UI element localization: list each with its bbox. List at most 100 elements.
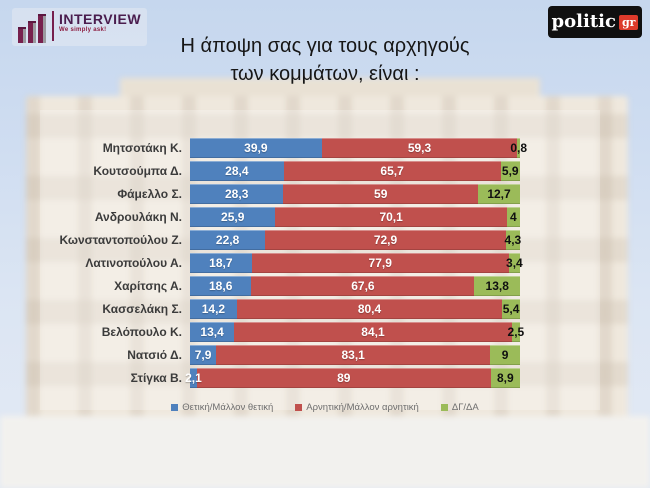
value-label: 4,3	[504, 233, 522, 247]
value-label: 65,7	[380, 164, 404, 178]
value-label: 3,4	[506, 256, 523, 270]
stacked-bar-chart: Μητσοτάκη Κ. 39,9 59,3 0,8 Κουτσούμπα Δ. 28,4…	[0, 138, 650, 391]
bar-segment: 70,1	[275, 207, 507, 227]
bar-segment: 89	[196, 368, 491, 388]
bar-track: 25,9 70,1 4	[190, 207, 520, 227]
plaza	[0, 416, 650, 488]
bar-row: Ανδρουλάκη Ν. 25,9 70,1 4	[0, 207, 650, 227]
category-label: Μητσοτάκη Κ.	[102, 141, 182, 155]
bar-track: 18,6 67,6 13,8	[190, 276, 520, 296]
bar-row: Λατινοπούλου Α. 18,7 77,9 3,4	[0, 253, 650, 273]
value-label: 83,1	[341, 348, 365, 362]
bar-segment: 18,6	[190, 276, 252, 296]
category-label: Χαρίτσης Α.	[114, 279, 182, 293]
category-label: Φάμελλο Σ.	[117, 187, 182, 201]
bar-track: 28,3 59 12,7	[190, 184, 520, 204]
value-label: 13,8	[485, 279, 509, 293]
bar-segment: 72,9	[265, 230, 506, 250]
value-label: 5,9	[501, 164, 519, 178]
value-label: 80,4	[357, 302, 382, 316]
bar-segment: 2,5	[508, 322, 524, 342]
category-label: Νατσιό Δ.	[127, 348, 182, 362]
bar-track: 39,9 59,3 0,8	[190, 138, 527, 158]
bar-segment: 28,4	[190, 161, 284, 181]
bar-track: 28,4 65,7 5,9	[190, 161, 520, 181]
value-label: 59,3	[407, 141, 432, 155]
value-label: 59	[374, 187, 388, 201]
bar-segment: 7,9	[190, 345, 217, 365]
legend-item-dgda: ΔΓ/ΔΑ	[440, 402, 479, 413]
bar-row: Κασσελάκη Σ. 14,2 80,4 5,4	[0, 299, 650, 319]
politic-logo-gr-badge: gr	[618, 14, 639, 30]
value-label: 0,8	[510, 141, 527, 155]
value-label: 4	[510, 210, 517, 224]
value-label: 84,1	[361, 325, 385, 339]
legend-item-positive: Θετική/Μάλλον θετική	[171, 402, 273, 413]
bar-segment: 83,1	[216, 345, 491, 365]
bar-segment: 14,2	[190, 299, 237, 319]
value-label: 2,5	[507, 325, 525, 339]
bar-segment: 13,8	[474, 276, 520, 296]
interview-logo: INTERVIEW We simply ask!	[12, 8, 148, 46]
bar-track: 7,9 83,1 9	[190, 345, 520, 365]
value-label: 89	[337, 371, 351, 385]
bar-track: 2,1 89 8,9	[185, 368, 520, 388]
bar-segment: 18,7	[190, 253, 252, 273]
politic-logo-text: politic	[551, 11, 616, 32]
value-label: 9	[501, 348, 509, 362]
bar-row: Χαρίτσης Α. 18,6 67,6 13,8	[0, 276, 650, 296]
chart-legend: Θετική/Μάλλον θετική Αρνητική/Μάλλον αρν…	[0, 402, 650, 413]
value-label: 72,9	[373, 233, 398, 247]
legend-item-negative: Αρνητική/Μάλλον αρνητική	[295, 402, 419, 413]
bar-segment: 28,3	[190, 184, 284, 204]
bar-segment: 5,4	[502, 299, 520, 319]
bar-row: Κουτσούμπα Δ. 28,4 65,7 5,9	[0, 161, 650, 181]
bar-track: 13,4 84,1 2,5	[190, 322, 524, 342]
value-label: 18,6	[209, 279, 233, 293]
politic-gr-logo: politic gr	[548, 6, 642, 38]
value-label: 70,1	[379, 210, 403, 224]
value-label: 13,4	[200, 325, 224, 339]
value-label: 8,9	[496, 371, 514, 385]
legend-swatch-negative	[295, 404, 303, 411]
bar-segment: 59	[283, 184, 479, 204]
category-label: Κασσελάκη Σ.	[102, 302, 182, 316]
category-label: Κωνσταντοπούλου Ζ.	[59, 233, 182, 247]
bar-segment: 65,7	[283, 161, 501, 181]
logo-divider	[52, 11, 54, 41]
chart-title-line2: των κομμάτων, είναι :	[230, 63, 420, 85]
bar-segment: 25,9	[190, 207, 276, 227]
value-label: 25,9	[221, 210, 245, 224]
value-label: 28,3	[225, 187, 249, 201]
category-label: Βελόπουλο Κ.	[101, 325, 182, 339]
bar-row: Μητσοτάκη Κ. 39,9 59,3 0,8	[0, 138, 650, 158]
bar-chart-icon	[18, 14, 46, 43]
bar-segment: 77,9	[251, 253, 509, 273]
value-label: 2,1	[185, 371, 202, 385]
value-label: 14,2	[201, 302, 226, 316]
bar-segment: 22,8	[190, 230, 266, 250]
bar-segment: 12,7	[478, 184, 520, 204]
bar-segment: 5,9	[500, 161, 520, 181]
bar-segment: 4	[506, 207, 520, 227]
bar-segment: 39,9	[190, 138, 322, 158]
value-label: 7,9	[194, 348, 212, 362]
value-label: 39,9	[244, 141, 268, 155]
bar-segment: 67,6	[251, 276, 475, 296]
bar-segment: 9	[490, 345, 520, 365]
bar-segment: 3,4	[506, 253, 523, 273]
legend-swatch-dgda	[440, 404, 448, 411]
category-label: Κουτσούμπα Δ.	[93, 164, 182, 178]
category-label: Λατινοπούλου Α.	[85, 256, 182, 270]
bar-row: Νατσιό Δ. 7,9 83,1 9	[0, 345, 650, 365]
bar-track: 18,7 77,9 3,4	[190, 253, 523, 273]
value-label: 5,4	[502, 302, 520, 316]
bar-segment: 13,4	[190, 322, 235, 342]
value-label: 28,4	[225, 164, 249, 178]
value-label: 18,7	[209, 256, 233, 270]
bar-segment: 84,1	[234, 322, 512, 342]
bar-track: 14,2 80,4 5,4	[190, 299, 520, 319]
bar-row: Στίγκα Β. 2,1 89 8,9	[0, 368, 650, 388]
chart-title: Η άποψη σας για τους αρχηγούς των κομμάτ…	[0, 32, 650, 88]
bar-segment: 2,1	[185, 368, 202, 388]
